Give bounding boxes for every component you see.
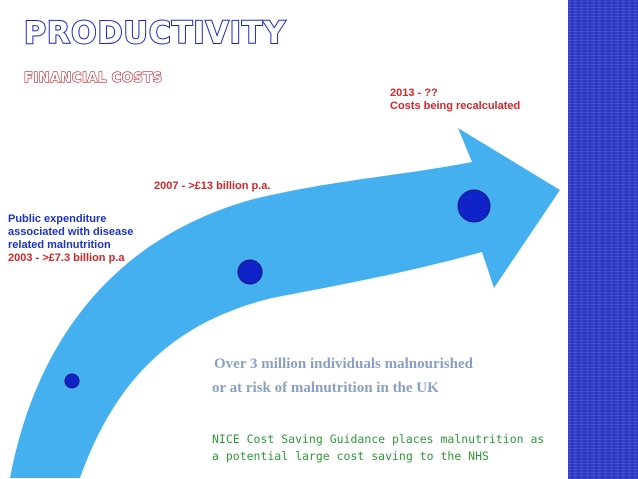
nice-guidance-line-2: a potential large cost saving to the NHS: [212, 449, 489, 463]
milestone-dot-2013: [457, 189, 491, 223]
statement-line-2: or at risk of malnutrition in the UK: [212, 380, 439, 396]
page-title: PRODUCTIVITY: [23, 15, 287, 52]
milestone-dot-2003: [64, 373, 80, 389]
milestone-2003-value: 2003 - >£7.3 billion p.a: [8, 252, 125, 264]
statement-line-1: Over 3 million individuals malnourished: [214, 356, 473, 372]
milestone-2013-year: 2013 - ??: [390, 87, 438, 99]
milestone-2003-line: Public expenditure: [8, 213, 107, 225]
milestone-2003-label: Public expenditure associated with disea…: [8, 213, 133, 265]
growth-arrow: [10, 128, 560, 478]
decorative-sidebar: [568, 0, 638, 479]
growth-arrow-shape: [10, 128, 560, 478]
milestone-2007-value: 2007 - >£13 billion p.a.: [154, 180, 271, 192]
milestone-2013-note: Costs being recalculated: [390, 100, 521, 112]
milestone-2013-label: 2013 - ?? Costs being recalculated: [390, 87, 520, 113]
milestone-2003-line: associated with disease: [8, 226, 134, 238]
nice-guidance-line-1: NICE Cost Saving Guidance places malnutr…: [212, 432, 545, 446]
page-subtitle: FINANCIAL COSTS: [23, 70, 163, 86]
milestone-2003-line: related malnutrition: [8, 239, 111, 251]
milestone-dot-2007: [237, 259, 263, 285]
